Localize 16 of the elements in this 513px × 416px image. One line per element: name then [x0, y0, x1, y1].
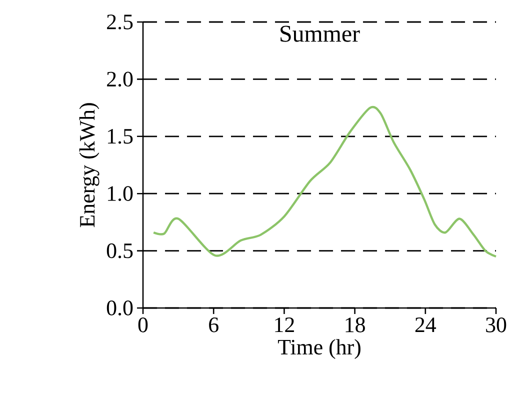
y-tick-label: 2.5: [107, 14, 133, 30]
y-tick-label: 0.5: [106, 243, 133, 258]
x-axis-title: Time (hr): [278, 339, 360, 360]
x-tick-label: 6: [209, 318, 218, 332]
x-tick-label: 12: [275, 318, 294, 332]
y-tick-label: 0.0: [106, 300, 133, 316]
x-tick-label: 18: [346, 318, 365, 332]
y-axis-title: Energy (kWh): [79, 103, 100, 228]
y-tick-label: 1.5: [108, 129, 133, 144]
x-tick-label: 0: [138, 318, 148, 332]
chart-title: Summer: [280, 26, 360, 42]
y-tick-label: 1.0: [108, 186, 133, 202]
line-series: [152, 106, 498, 258]
x-tick-label: 30: [486, 318, 506, 332]
x-tick-label: 24: [415, 318, 436, 332]
y-tick-label: 2.0: [107, 72, 133, 87]
